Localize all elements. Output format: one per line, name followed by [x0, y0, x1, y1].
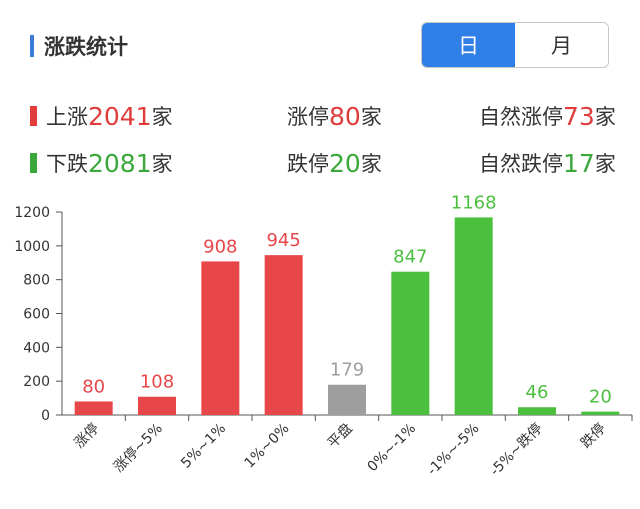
data-label: 945 — [266, 230, 300, 251]
stat-natural-limit-up: 自然涨停 73 家 — [479, 101, 616, 131]
stat-down-label: 下跌 — [46, 152, 88, 176]
y-tick-label: 400 — [23, 340, 50, 356]
x-tick-label: 0%~-1% — [365, 421, 420, 476]
tab-day[interactable]: 日 — [422, 23, 515, 67]
bar — [264, 255, 303, 415]
stat-limit-down-unit: 家 — [360, 152, 382, 176]
data-label: 46 — [526, 382, 549, 403]
distribution-chart: 0 200 400 600 800 1000 1200 80 涨停 108 涨停~5% 908 5%~1… — [14, 192, 633, 479]
stat-down-unit: 家 — [151, 152, 173, 176]
stat-limit-down: 跌停 20 家 — [287, 148, 382, 178]
stat-natural-limit-down-value: 17 — [563, 148, 595, 178]
data-label: 179 — [330, 360, 364, 381]
x-tick-label: 5%~1% — [178, 421, 229, 472]
stat-up-label: 上涨 — [46, 105, 88, 129]
stat-natural-limit-up-value: 73 — [563, 101, 595, 131]
stat-up: 上涨 2041 家 — [30, 101, 173, 131]
down-marker-icon — [30, 153, 37, 173]
stat-natural-limit-down: 自然跌停 17 家 — [479, 148, 616, 178]
stat-limit-up-label: 涨停 — [287, 105, 329, 129]
y-tick-label: 600 — [23, 307, 50, 323]
y-tick-label: 0 — [41, 408, 50, 424]
stat-natural-limit-up-unit: 家 — [594, 105, 616, 129]
stat-natural-limit-down-unit: 家 — [594, 152, 616, 176]
stat-up-unit: 家 — [151, 105, 173, 129]
stat-limit-down-value: 20 — [329, 148, 361, 178]
stat-limit-up-value: 80 — [329, 101, 361, 131]
up-marker-icon — [30, 106, 37, 126]
bar — [138, 396, 176, 415]
data-label: 1168 — [451, 192, 497, 213]
x-tick-label: -1%~-5% — [424, 421, 482, 479]
bar — [454, 217, 493, 415]
stat-limit-down-label: 跌停 — [287, 152, 329, 176]
bar — [518, 407, 556, 415]
y-tick-label: 1000 — [14, 239, 50, 255]
title-accent-bar — [30, 35, 34, 57]
x-tick-label: 跌停 — [577, 420, 609, 452]
stat-natural-limit-up-label: 自然涨停 — [479, 105, 563, 129]
x-tick-label: 平盘 — [324, 420, 356, 452]
bar — [391, 271, 430, 415]
y-tick-label: 800 — [23, 273, 50, 289]
bar — [581, 411, 620, 415]
stat-limit-up-unit: 家 — [360, 105, 382, 129]
page-title: 涨跌统计 — [44, 35, 128, 59]
data-label: 908 — [203, 236, 237, 257]
bar — [328, 384, 366, 415]
bar — [74, 401, 113, 415]
data-label: 108 — [140, 372, 174, 393]
x-tick-label: 涨停~5% — [110, 420, 166, 476]
data-label: 20 — [589, 387, 612, 408]
stat-down: 下跌 2081 家 — [30, 148, 173, 178]
x-tick-label: 1%~0% — [241, 421, 292, 472]
x-tick-label: 涨停 — [71, 420, 103, 452]
stat-natural-limit-down-label: 自然跌停 — [479, 152, 563, 176]
stat-limit-up: 涨停 80 家 — [287, 101, 382, 131]
period-toggle[interactable]: 日 月 — [421, 22, 609, 68]
data-label: 80 — [82, 376, 105, 397]
stat-down-value: 2081 — [88, 148, 152, 178]
y-tick-label: 200 — [23, 374, 50, 390]
bar — [201, 261, 240, 415]
stat-up-value: 2041 — [88, 101, 152, 131]
data-label: 847 — [393, 247, 427, 268]
x-tick-label: -5%~跌停 — [486, 420, 545, 479]
y-tick-label: 1200 — [14, 205, 50, 221]
tab-month[interactable]: 月 — [515, 23, 608, 67]
